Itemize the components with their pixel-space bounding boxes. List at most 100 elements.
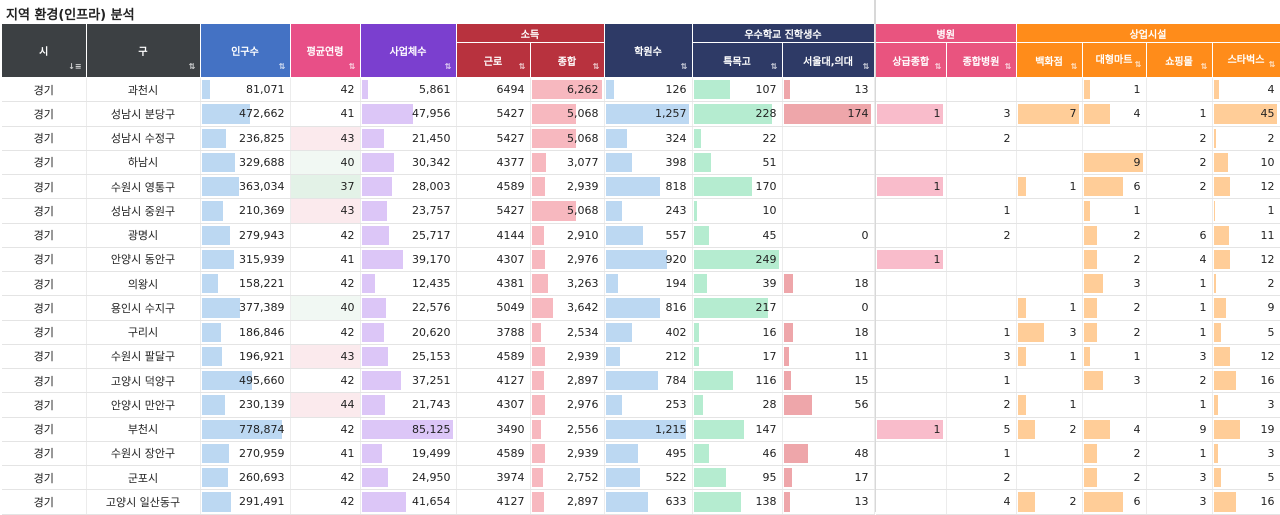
col-gu[interactable]: 구 ⇅ — [86, 24, 201, 78]
sort-icon[interactable]: ⇅ — [862, 62, 870, 71]
value-dept: 3 — [1069, 325, 1077, 339]
table-row[interactable]: 1 3 2 1 5 — [876, 320, 1280, 345]
sort-icon[interactable]: ⇅ — [680, 62, 688, 71]
table-row[interactable]: 1 5 2 4 9 19 — [876, 417, 1280, 442]
table-row[interactable]: 경기 의왕시 158,221 42 12,435 4381 3,263 194 39 18 — [2, 271, 875, 297]
value-school: 495 — [665, 446, 687, 460]
cell-top: 16 — [692, 320, 783, 345]
col-hosp-general[interactable]: 상급종합 ⇅ — [876, 42, 947, 78]
cell-mall: 1 — [1146, 295, 1213, 321]
sort-icon[interactable]: ⇅ — [348, 62, 356, 71]
table-row[interactable]: 경기 군포시 260,693 42 24,950 3974 2,752 522 95 17 — [2, 465, 875, 491]
cell-hc: 2 — [946, 126, 1017, 151]
table-row[interactable]: 경기 성남시 분당구 472,662 41 47,956 5427 5,068 1,257 22… — [2, 101, 875, 127]
value-mall: 1 — [1199, 325, 1207, 339]
col-pop[interactable]: 인구수 ⇅ — [200, 24, 291, 78]
table-row[interactable]: 3 1 1 3 12 — [876, 344, 1280, 370]
value-mart: 4 — [1133, 422, 1141, 436]
table-row[interactable]: 1 2 1 9 — [876, 295, 1280, 321]
cell-age: 43 — [290, 344, 361, 370]
cell-hc: 1 — [946, 368, 1017, 394]
sort-icon[interactable]: ⇅ — [518, 62, 526, 71]
table-row[interactable]: 1 3 2 16 — [876, 368, 1280, 394]
table-row[interactable]: 경기 부천시 778,874 42 85,125 3490 2,556 1,215 147 — [2, 417, 875, 442]
table-row[interactable]: 경기 고양시 덕양구 495,660 42 37,251 4127 2,897 784 116 1… — [2, 368, 875, 394]
table-row[interactable]: 경기 과천시 81,071 42 5,861 6494 6,262 126 107 13 — [2, 77, 875, 103]
cell-hg — [876, 441, 947, 467]
col-income-work[interactable]: 근로 ⇅ — [456, 42, 531, 78]
table-row[interactable]: 경기 용인시 수지구 377,389 40 22,576 5049 3,642 816 217 0 — [2, 295, 875, 321]
col-biz[interactable]: 사업체수 ⇅ — [360, 24, 457, 78]
col-income-total[interactable]: 종합 ⇅ — [530, 42, 605, 78]
table-row[interactable]: 1 1 6 2 12 — [876, 174, 1280, 200]
table-row[interactable]: 경기 안양시 동안구 315,939 41 39,170 4307 2,976 920 249 — [2, 247, 875, 273]
col-si[interactable]: 시 ↓≡ — [2, 24, 87, 78]
table-row[interactable]: 2 2 2 — [876, 126, 1280, 151]
value-hc: 1 — [1003, 446, 1011, 460]
col-retail-starbucks[interactable]: 스타벅스 ⇅ — [1212, 42, 1280, 78]
value-mart: 6 — [1133, 180, 1141, 194]
sort-icon[interactable]: ⇅ — [188, 62, 196, 71]
cell-si: 경기 — [2, 489, 87, 515]
table-row[interactable]: 경기 성남시 수정구 236,825 43 21,450 5427 5,068 324 22 — [2, 126, 875, 151]
cell-sb: 5 — [1212, 465, 1280, 491]
sort-active-icon[interactable]: ↓≡ — [68, 62, 82, 71]
table-row[interactable]: 1 1 1 — [876, 198, 1280, 224]
cell-mall: 3 — [1146, 465, 1213, 491]
table-row[interactable]: 경기 수원시 장안구 270,959 41 19,499 4589 2,939 495 46 48 — [2, 441, 875, 467]
table-row[interactable]: 2 2 6 11 — [876, 223, 1280, 248]
value-si: 경기 — [33, 83, 54, 97]
table-row[interactable]: 1 2 4 12 — [876, 247, 1280, 273]
sort-icon[interactable]: ⇅ — [934, 62, 942, 71]
table-row[interactable]: 2 2 3 5 — [876, 465, 1280, 491]
table-row[interactable]: 3 1 2 — [876, 271, 1280, 297]
sort-icon[interactable]: ⇅ — [444, 62, 452, 71]
value-biz: 41,654 — [412, 495, 451, 509]
value-sb: 16 — [1260, 374, 1275, 388]
table-row[interactable]: 경기 성남시 중원구 210,369 43 23,757 5427 5,068 243 10 — [2, 198, 875, 224]
databar-biz — [361, 201, 387, 221]
databar-biz — [361, 371, 402, 391]
cell-total: 3,263 — [530, 271, 605, 297]
table-row[interactable]: 1 2 1 3 — [876, 441, 1280, 467]
table-row[interactable]: 경기 수원시 영통구 363,034 37 28,003 4589 2,939 818 170 — [2, 174, 875, 200]
region-table-main: 시 ↓≡ 구 ⇅ 인구수 ⇅ 평균연령 ⇅ 사업체수 ⇅ 소득 학원수 ⇅ 우수학교 진학생… — [2, 24, 875, 515]
table-row[interactable]: 1 3 7 4 1 45 — [876, 101, 1280, 127]
databar-top — [693, 419, 744, 439]
col-adm-top[interactable]: 특목고 ⇅ — [692, 42, 783, 78]
col-adm-seoul[interactable]: 서울대,의대 ⇅ — [782, 42, 875, 78]
col-retail-mall[interactable]: 쇼핑몰 ⇅ — [1146, 42, 1213, 78]
value-hc: 5 — [1003, 422, 1011, 436]
sort-icon[interactable]: ⇅ — [592, 62, 600, 71]
sort-icon[interactable]: ⇅ — [1200, 62, 1208, 71]
value-pop: 196,921 — [239, 349, 285, 363]
sort-icon[interactable]: ⇅ — [278, 62, 286, 71]
col-retail-mart[interactable]: 대형마트 ⇅ — [1082, 42, 1147, 78]
cell-hg — [876, 77, 947, 103]
col-hosp-comp[interactable]: 종합병원 ⇅ — [946, 42, 1017, 78]
table-row[interactable]: 경기 구리시 186,846 42 20,620 3788 2,534 402 16 18 — [2, 320, 875, 345]
table-row[interactable]: 경기 광명시 279,943 42 25,717 4144 2,910 557 45 0 — [2, 223, 875, 248]
table-row[interactable]: 2 1 1 3 — [876, 392, 1280, 418]
sort-icon[interactable]: ⇅ — [1268, 60, 1276, 69]
table-row[interactable]: 경기 하남시 329,688 40 30,342 4377 3,077 398 51 — [2, 150, 875, 176]
cell-dept: 7 — [1016, 101, 1083, 127]
table-row[interactable]: 4 2 6 3 16 — [876, 489, 1280, 515]
col-age[interactable]: 평균연령 ⇅ — [290, 24, 361, 78]
sort-icon[interactable]: ⇅ — [770, 62, 778, 71]
col-retail-dept[interactable]: 백화점 ⇅ — [1016, 42, 1083, 78]
value-school: 557 — [665, 228, 687, 242]
cell-mall: 3 — [1146, 344, 1213, 370]
table-row[interactable]: 경기 안양시 만안구 230,139 44 21,743 4307 2,976 253 28 56 — [2, 392, 875, 418]
sort-icon[interactable]: ⇅ — [1070, 62, 1078, 71]
cell-dept — [1016, 465, 1083, 491]
cell-total: 2,976 — [530, 247, 605, 273]
table-row[interactable]: 경기 고양시 일산동구 291,491 42 41,654 4127 2,897 633 138… — [2, 489, 875, 515]
col-school[interactable]: 학원수 ⇅ — [604, 24, 693, 78]
table-row[interactable]: 9 2 10 — [876, 150, 1280, 176]
sort-icon[interactable]: ⇅ — [1134, 60, 1142, 69]
value-school: 633 — [665, 495, 687, 509]
sort-icon[interactable]: ⇅ — [1004, 62, 1012, 71]
table-row[interactable]: 경기 수원시 팔달구 196,921 43 25,153 4589 2,939 212 17 11 — [2, 344, 875, 370]
